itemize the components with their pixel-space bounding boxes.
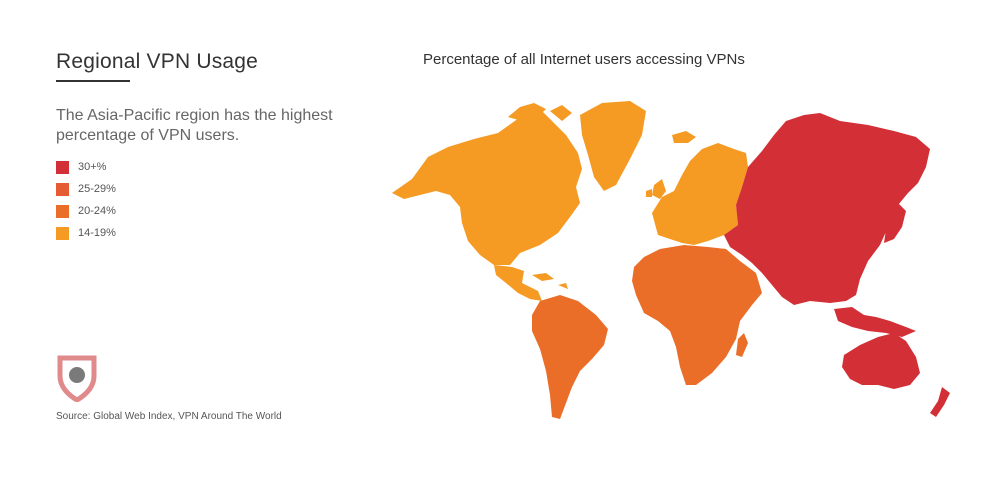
legend-label: 14-19% [78,227,116,239]
region-europe [652,143,748,245]
region-south-america [532,295,608,419]
source-note: Source: Global Web Index, VPN Around The… [56,411,282,422]
region-british-isles [646,179,666,199]
title-underline [56,80,130,82]
region-africa [632,245,762,385]
legend-item: 30+% [56,156,116,178]
legend-item: 20-24% [56,200,116,222]
legend-item: 14-19% [56,222,116,244]
legend: 30+% 25-29% 20-24% 14-19% [56,156,116,244]
region-madagascar [736,333,748,357]
legend-swatch [56,204,69,218]
region-north-america [392,109,582,265]
legend-swatch [56,160,69,174]
region-greenland [580,101,646,191]
region-southeast-asia [834,307,916,337]
region-new-zealand [930,387,950,417]
legend-label: 30+% [78,161,107,173]
world-map [392,101,950,419]
legend-label: 25-29% [78,183,116,195]
legend-swatch [56,182,69,196]
region-central-america [494,265,542,301]
page-subtitle: The Asia-Pacific region has the highest … [56,107,333,144]
region-japan [884,203,906,243]
region-asia [724,113,930,305]
legend-label: 20-24% [78,205,116,217]
shield-icon [57,355,97,402]
map-title: Percentage of all Internet users accessi… [423,51,745,68]
legend-swatch [56,226,69,240]
region-caribbean [532,273,568,289]
page-title: Regional VPN Usage [56,50,259,73]
region-iceland [672,131,696,143]
region-canadian-islands [508,103,572,121]
region-australia [842,333,920,389]
legend-item: 25-29% [56,178,116,200]
